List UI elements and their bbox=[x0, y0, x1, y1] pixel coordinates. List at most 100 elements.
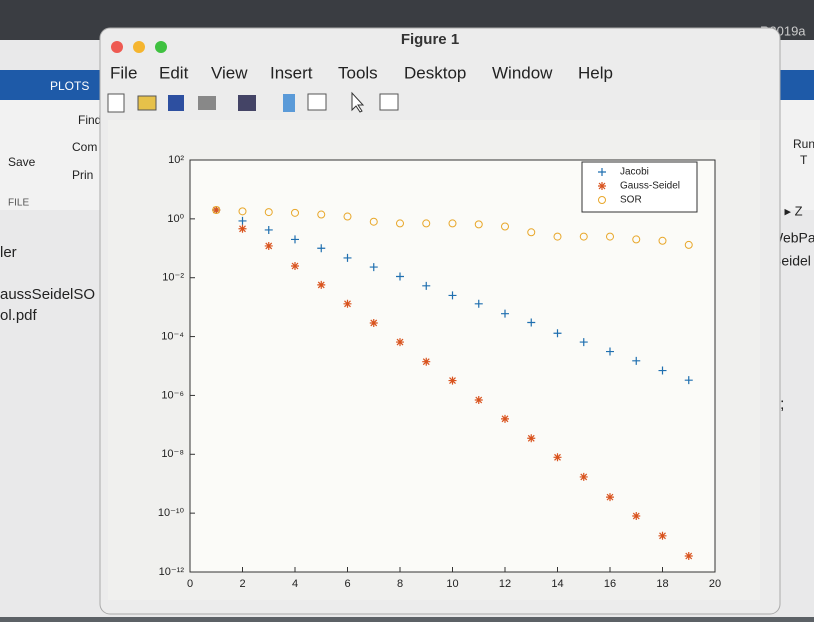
background-text: ler bbox=[0, 244, 17, 261]
marker bbox=[264, 225, 273, 234]
background-text: Prin bbox=[72, 168, 93, 182]
plot: 0 2 4 6 8 10 12 14 16 18 20 10⁻¹² 10⁻¹⁰ 10⁻⁸ 10⁻⁶ 10⁻⁴ 1… bbox=[158, 154, 721, 590]
minimize-button[interactable] bbox=[133, 41, 145, 53]
y-tick-label: 10⁻¹² bbox=[159, 566, 185, 578]
marker bbox=[396, 272, 404, 281]
marker bbox=[606, 493, 614, 502]
menu-item[interactable]: Edit bbox=[159, 63, 189, 82]
legend-label: SOR bbox=[620, 195, 642, 206]
y-tick-label: 10⁰ bbox=[167, 213, 184, 225]
marker bbox=[369, 263, 378, 272]
marker bbox=[238, 207, 247, 216]
background-text: PLOTS bbox=[50, 79, 89, 93]
marker bbox=[448, 291, 457, 300]
menu-item[interactable]: Insert bbox=[270, 63, 313, 82]
marker bbox=[291, 208, 299, 217]
marker bbox=[369, 318, 378, 327]
marker bbox=[658, 236, 667, 245]
marker bbox=[343, 212, 352, 221]
y-tick-label: 10⁻⁸ bbox=[161, 448, 184, 460]
background-text: ; bbox=[780, 396, 784, 413]
x-tick-label: 2 bbox=[239, 578, 245, 590]
new-icon[interactable] bbox=[107, 93, 125, 113]
marker bbox=[422, 281, 431, 290]
marker bbox=[212, 205, 221, 214]
link-icon[interactable] bbox=[238, 95, 256, 111]
background-text: Find bbox=[78, 113, 101, 127]
legend-label: Gauss-Seidel bbox=[620, 181, 680, 192]
marker bbox=[579, 472, 588, 481]
marker bbox=[606, 232, 614, 241]
marker bbox=[684, 240, 693, 249]
marker bbox=[448, 219, 457, 228]
background-text: T bbox=[800, 153, 808, 167]
marker bbox=[474, 299, 483, 308]
background-text: aussSeidelSO bbox=[0, 286, 95, 303]
marker bbox=[264, 208, 273, 217]
marker bbox=[632, 511, 641, 520]
pointer-icon[interactable] bbox=[351, 91, 365, 113]
marker bbox=[448, 376, 457, 385]
menu-item[interactable]: Help bbox=[578, 63, 613, 82]
marker bbox=[317, 244, 326, 253]
open-icon[interactable] bbox=[137, 95, 157, 111]
marker bbox=[343, 299, 352, 308]
background-text: Seidel bbox=[772, 253, 811, 269]
x-tick-label: 4 bbox=[292, 578, 298, 590]
x-tick-label: 8 bbox=[397, 578, 403, 590]
y-tick-label: 10⁻⁴ bbox=[161, 330, 184, 342]
save-icon[interactable] bbox=[168, 95, 184, 111]
marker bbox=[501, 414, 509, 423]
marker bbox=[264, 241, 273, 250]
property-icon[interactable] bbox=[379, 93, 399, 111]
zoom-button[interactable] bbox=[155, 41, 167, 53]
marker bbox=[369, 217, 378, 226]
marker bbox=[658, 366, 667, 375]
marker bbox=[579, 338, 588, 347]
menu-item[interactable]: Tools bbox=[338, 63, 378, 82]
y-tick-label: 10⁻¹⁰ bbox=[158, 507, 185, 519]
marker bbox=[291, 262, 299, 271]
menu-item[interactable]: View bbox=[211, 63, 248, 82]
menu-item[interactable]: Desktop bbox=[404, 63, 466, 82]
marker bbox=[343, 253, 352, 262]
legend-icon[interactable] bbox=[307, 93, 327, 111]
background-text: Run bbox=[793, 137, 814, 151]
marker bbox=[553, 453, 562, 462]
close-button[interactable] bbox=[111, 41, 123, 53]
x-tick-label: 0 bbox=[187, 578, 193, 590]
legend-marker bbox=[598, 168, 606, 176]
menu-bar: File Edit View Insert Tools Desktop Window Help bbox=[110, 63, 613, 82]
legend-label: Jacobi bbox=[620, 167, 649, 178]
x-tick-label: 16 bbox=[604, 578, 616, 590]
colorbar-icon[interactable] bbox=[283, 94, 295, 112]
marker bbox=[632, 356, 641, 365]
background-text: Com bbox=[72, 140, 97, 154]
x-tick-label: 10 bbox=[446, 578, 458, 590]
x-tick-label: 18 bbox=[656, 578, 668, 590]
y-tick-label: 10⁻² bbox=[162, 272, 184, 284]
marker bbox=[606, 347, 614, 356]
marker bbox=[501, 222, 509, 231]
marker bbox=[527, 318, 536, 327]
y-tick-label: 10² bbox=[168, 154, 184, 166]
print-icon[interactable] bbox=[198, 96, 216, 110]
marker bbox=[474, 395, 483, 404]
menu-item[interactable]: File bbox=[110, 63, 137, 82]
marker bbox=[553, 329, 562, 338]
marker bbox=[317, 280, 326, 289]
marker bbox=[501, 309, 509, 318]
x-tick-label: 20 bbox=[709, 578, 721, 590]
marker bbox=[317, 210, 326, 219]
axes bbox=[189, 159, 716, 573]
x-tick-label: 14 bbox=[551, 578, 563, 590]
marker bbox=[579, 232, 588, 241]
menu-item[interactable]: Window bbox=[492, 63, 553, 82]
marker bbox=[658, 531, 667, 540]
legend-marker bbox=[598, 196, 606, 204]
background-text: WebPa bbox=[770, 230, 814, 246]
marker bbox=[527, 228, 536, 237]
marker bbox=[527, 434, 536, 443]
legend-marker bbox=[598, 182, 606, 190]
